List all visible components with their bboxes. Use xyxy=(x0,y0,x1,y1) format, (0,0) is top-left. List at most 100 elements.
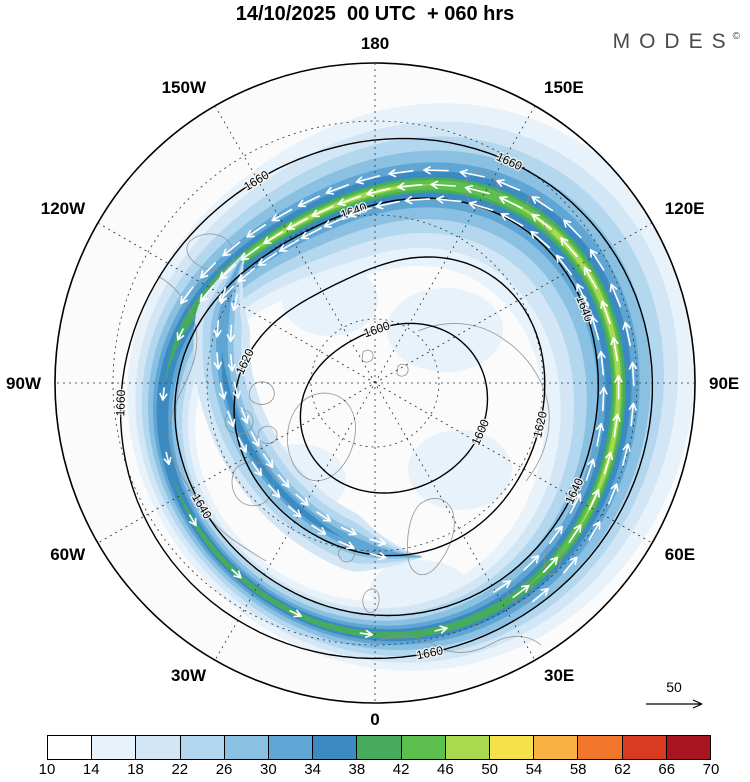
wind-arrow xyxy=(628,361,637,387)
coastline xyxy=(287,392,356,482)
wind-arrow xyxy=(531,196,554,212)
trough-band-layer xyxy=(216,253,422,558)
wind-arrow xyxy=(251,461,263,477)
wind-arrow xyxy=(237,267,256,283)
wind-arrow xyxy=(286,217,308,230)
longitude-label-180: 180 xyxy=(361,34,389,53)
modes-logo: MODES© xyxy=(613,30,740,54)
wind-arrow xyxy=(404,196,431,205)
wind-arrow xyxy=(459,169,485,178)
contour-label-1660: 1660 xyxy=(113,389,128,416)
latitude-circle xyxy=(310,318,440,448)
graticule xyxy=(56,64,694,702)
coastline xyxy=(231,461,275,507)
coastline xyxy=(257,425,278,444)
wind-arrow xyxy=(388,169,414,178)
copyright-mark: © xyxy=(732,31,740,42)
wind-arrow xyxy=(434,625,448,634)
wind-arrows xyxy=(159,166,637,638)
colorbar-cell xyxy=(578,736,623,759)
wind-arrow xyxy=(589,249,605,271)
wind-arrow xyxy=(493,580,512,593)
colorbar-tick-labels: 10 14 18 22 26 30 34 38 42 46 50 54 58 62 66 70 xyxy=(39,761,720,781)
colorbar-tick-label: 38 xyxy=(348,761,366,778)
wind-arrow xyxy=(213,352,222,370)
colorbar-cell xyxy=(180,736,225,759)
coastline xyxy=(507,581,534,604)
light-wind-patch xyxy=(408,430,512,510)
wind-arrow xyxy=(600,300,611,325)
colorbar-cell xyxy=(313,736,358,759)
wind-arrow xyxy=(219,264,236,280)
longitude-line xyxy=(97,222,653,544)
colorbar-cell xyxy=(401,736,446,759)
wind-arrow xyxy=(231,568,242,579)
wind-arrow xyxy=(464,185,490,195)
wind-arrow xyxy=(531,213,553,230)
coastline xyxy=(544,219,555,233)
wind-arrow xyxy=(340,526,357,536)
wind-arrow xyxy=(423,166,449,175)
wind-arrow xyxy=(622,443,631,467)
wind-arrow xyxy=(311,205,334,218)
colorbar-cell xyxy=(357,736,402,759)
wind-arrow xyxy=(496,179,521,191)
coastline xyxy=(157,275,267,562)
colorbar-tick-label: 70 xyxy=(702,761,720,778)
wind-arrow xyxy=(583,266,598,290)
wind-arrow xyxy=(222,241,241,257)
colorbar-tick-label: 10 xyxy=(38,761,56,778)
wind-arrow xyxy=(397,182,423,191)
wind-arrow xyxy=(436,195,462,204)
wind-arrow xyxy=(263,231,284,245)
wind-arrow xyxy=(189,514,197,527)
trough-band-core xyxy=(221,350,343,538)
chart-title: 14/10/2025 00 UTC + 060 hrs xyxy=(235,3,515,25)
wind-arrow xyxy=(555,254,573,276)
longitude-label-60E: 60E xyxy=(665,545,695,564)
wind-arrow xyxy=(585,458,596,481)
colorbar-tick-label: 54 xyxy=(525,761,543,778)
wind-arrow xyxy=(542,556,559,573)
colorbar-cell xyxy=(445,736,491,759)
wind-arrow xyxy=(576,283,589,307)
wind-arrow xyxy=(289,609,302,618)
coastline xyxy=(377,635,542,653)
longitude-labels: 0 30E 60E 90E 120E 150E 180 150W 120W 90W 60W 30W xyxy=(6,34,739,729)
coastline xyxy=(526,193,544,212)
wind-arrow xyxy=(549,525,563,544)
wind-arrow xyxy=(159,387,168,401)
wind-arrow xyxy=(614,375,623,400)
wind-arrow xyxy=(240,246,260,261)
wind-arrow xyxy=(325,184,349,195)
longitude-label-90E: 90E xyxy=(709,374,739,393)
wind-arrow xyxy=(232,381,241,399)
wind-arrow xyxy=(277,474,290,488)
wind-arrow xyxy=(240,407,249,424)
wind-arrow xyxy=(227,410,236,428)
reference-vector-arrow xyxy=(646,699,703,709)
wind-arrow xyxy=(608,483,619,505)
wind-arrow xyxy=(568,524,582,544)
coastline xyxy=(224,408,254,435)
wind-arrow xyxy=(596,423,605,447)
reference-vector-label: 50 xyxy=(666,679,682,695)
wind-arrow xyxy=(366,187,391,197)
colorbar-tick-label: 58 xyxy=(569,761,587,778)
longitude-label-120W: 120W xyxy=(41,199,86,218)
contour-1600 xyxy=(299,322,489,494)
wind-arrow xyxy=(532,587,549,603)
coastline xyxy=(417,323,550,482)
wind-arrow xyxy=(610,336,619,362)
wind-arrow xyxy=(297,195,320,208)
longitude-label-30W: 30W xyxy=(171,666,207,685)
wind-arrow xyxy=(180,286,194,305)
wind-arrow xyxy=(230,293,240,311)
wind-arrow xyxy=(227,354,236,372)
colorbar xyxy=(47,735,711,760)
wind-arrow xyxy=(628,402,637,427)
wind-arrow xyxy=(226,324,235,343)
wind-arrow xyxy=(311,524,327,535)
